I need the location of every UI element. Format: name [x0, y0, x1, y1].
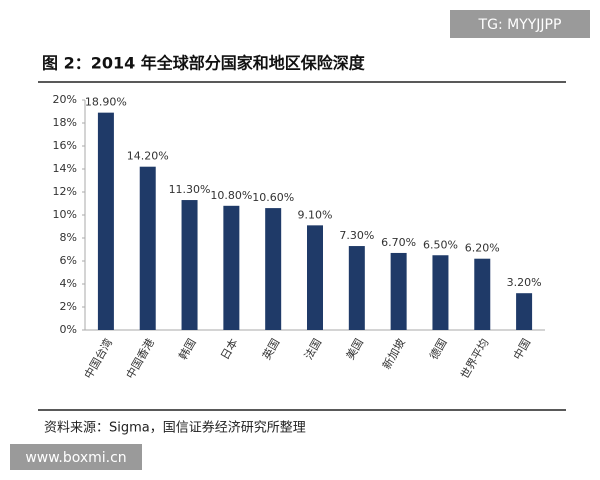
bar — [223, 205, 240, 330]
x-tick-label: 德国 — [427, 336, 450, 362]
watermark-box — [450, 10, 590, 38]
x-tick-label: 英国 — [259, 336, 282, 362]
value-label: 6.70% — [381, 236, 416, 249]
value-label: 6.50% — [423, 238, 458, 251]
y-tick-label: 0% — [60, 323, 77, 336]
chart-title: 图 2：2014 年全球部分国家和地区保险深度 — [42, 54, 366, 73]
value-label: 9.10% — [298, 208, 333, 221]
value-label: 11.30% — [169, 183, 211, 196]
x-tick-label: 美国 — [344, 337, 366, 363]
value-label: 14.20% — [127, 150, 169, 163]
x-tick-label: 世界平均 — [458, 336, 491, 381]
bar — [265, 208, 282, 330]
y-tick-label: 10% — [53, 208, 77, 221]
source: 资料来源：Sigma，国信证券经济研究所整理 — [44, 420, 306, 436]
value-label: 3.20% — [507, 276, 542, 289]
bar — [474, 258, 491, 330]
value-label: 7.30% — [339, 229, 374, 242]
value-label: 10.60% — [252, 191, 294, 204]
watermark: TG: MYYJJPP — [478, 17, 562, 33]
x-tick-label: 中国 — [511, 337, 533, 363]
bar — [181, 200, 198, 330]
x-tick-label: 新加坡 — [379, 336, 408, 372]
value-label: 18.90% — [85, 96, 127, 109]
y-tick-label: 8% — [60, 231, 77, 244]
x-tick-label: 中国香港 — [124, 337, 157, 382]
bar — [97, 112, 114, 331]
x-tick-label: 韩国 — [176, 336, 199, 362]
bar — [390, 252, 407, 330]
bar — [432, 255, 449, 330]
bar — [348, 246, 365, 330]
bar — [139, 166, 156, 330]
y-tick-label: 18% — [53, 116, 77, 129]
value-label: 10.80% — [210, 189, 252, 202]
watermark: www.boxmi.cn — [25, 450, 126, 466]
x-tick-label: 中国台湾 — [81, 336, 115, 381]
bar — [307, 225, 323, 330]
x-tick-label: 日本 — [217, 336, 240, 362]
watermark-box — [10, 444, 142, 470]
y-tick-label: 20% — [53, 93, 77, 106]
y-tick-label: 12% — [53, 185, 77, 198]
bar — [516, 293, 533, 330]
value-label: 6.20% — [465, 242, 500, 255]
y-tick-label: 4% — [60, 277, 77, 290]
x-tick-label: 法国 — [301, 336, 324, 362]
y-tick-label: 2% — [60, 300, 77, 313]
y-tick-label: 16% — [53, 139, 77, 152]
y-tick-label: 6% — [60, 254, 77, 267]
y-tick-label: 14% — [53, 162, 77, 175]
